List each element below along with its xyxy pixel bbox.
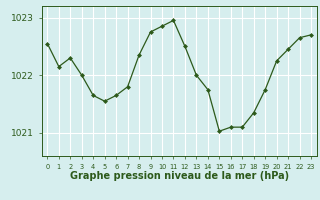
X-axis label: Graphe pression niveau de la mer (hPa): Graphe pression niveau de la mer (hPa) [70,171,289,181]
